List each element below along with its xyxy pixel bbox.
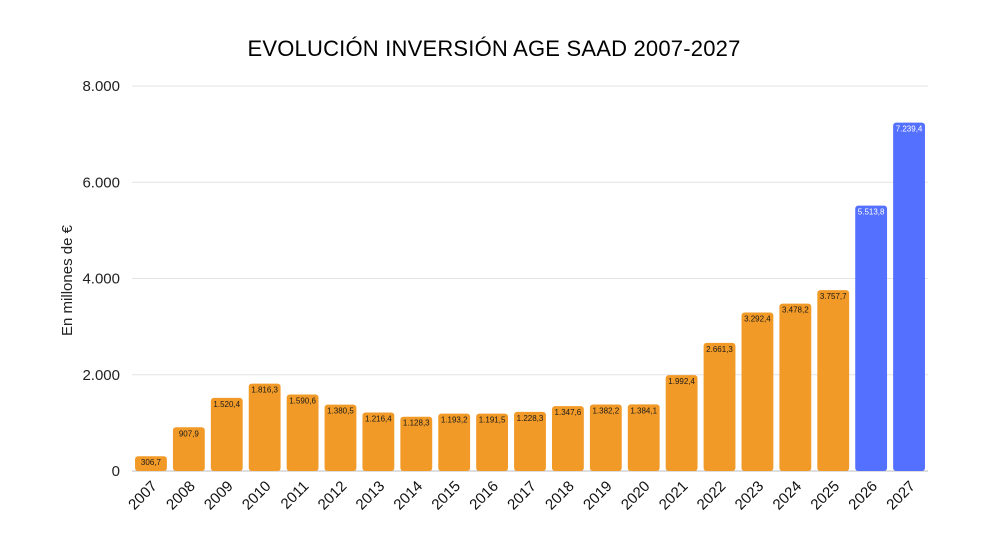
x-tick-label: 2007 [125, 478, 161, 514]
bar-2015 [438, 413, 471, 471]
bar-2024 [779, 303, 812, 471]
data-label-2018: 1.347,6 [555, 408, 582, 417]
bar-2026 [855, 205, 888, 471]
x-tick-label: 2010 [239, 478, 275, 514]
data-label-2008: 907,9 [179, 429, 200, 438]
bar-2007 [135, 456, 167, 471]
x-tick-label: 2020 [618, 478, 654, 514]
data-label-2027: 7.239,4 [896, 125, 923, 134]
x-tick-label: 2018 [542, 478, 578, 514]
data-label-2020: 1.384,1 [630, 406, 657, 415]
x-tick-label: 2025 [807, 478, 843, 514]
x-tick-label: 2023 [732, 478, 768, 514]
bar-2008 [172, 427, 205, 471]
data-label-2012: 1.380,5 [327, 407, 354, 416]
x-tick-label: 2024 [770, 478, 806, 514]
bar-2014 [400, 416, 433, 471]
data-label-2010: 1.816,3 [251, 386, 278, 395]
x-tick-label: 2016 [466, 478, 502, 514]
data-label-2013: 1.216,4 [365, 414, 392, 423]
bar-2017 [514, 411, 546, 471]
bar-2009 [210, 397, 243, 471]
data-label-2016: 1.191,5 [479, 416, 506, 425]
x-tick-label: 2021 [656, 478, 692, 514]
y-tick-label: 4.000 [82, 271, 120, 288]
data-label-2019: 1.382,2 [592, 406, 619, 415]
x-tick-label: 2008 [163, 478, 199, 514]
bar-2018 [551, 406, 584, 471]
chart-title: EVOLUCIÓN INVERSIÓN AGE SAAD 2007-2027 [247, 36, 741, 61]
data-label-2025: 3.757,7 [820, 292, 847, 301]
data-label-2009: 1.520,4 [213, 400, 240, 409]
y-tick-label: 2.000 [82, 367, 120, 384]
data-label-2024: 3.478,2 [782, 306, 809, 315]
x-tick-label: 2027 [883, 478, 919, 514]
x-tick-label: 2022 [694, 478, 730, 514]
bar-2020 [627, 404, 660, 471]
x-tick-label: 2014 [390, 478, 426, 514]
x-tick-label: 2015 [428, 478, 464, 514]
bar-2021 [665, 375, 698, 471]
y-tick-label: 0 [112, 463, 120, 480]
bar-2019 [589, 404, 622, 471]
data-label-2007: 306,7 [141, 458, 162, 467]
x-tick-label: 2013 [353, 478, 389, 514]
bar-2013 [362, 412, 395, 471]
data-label-2026: 5.513,8 [858, 208, 885, 217]
y-axis-label: En millones de € [59, 224, 76, 336]
x-tick-label: 2017 [504, 478, 540, 514]
data-label-2011: 1.590,6 [289, 396, 316, 405]
bar-2027 [893, 122, 925, 471]
bar-2016 [476, 413, 509, 471]
x-tick-label: 2012 [315, 478, 351, 514]
x-tick-label: 2009 [201, 478, 237, 514]
data-label-2022: 2.661,3 [706, 345, 733, 354]
x-tick-label: 2011 [278, 478, 313, 513]
bar-2023 [741, 312, 774, 471]
x-tick-label: 2026 [845, 478, 881, 514]
data-label-2021: 1.992,4 [668, 377, 695, 386]
bar-2011 [286, 394, 319, 471]
bar-2025 [817, 290, 850, 471]
data-label-2015: 1.193,2 [441, 416, 468, 425]
data-label-2023: 3.292,4 [744, 315, 771, 324]
data-label-2017: 1.228,3 [517, 414, 544, 423]
bar-2010 [248, 383, 281, 471]
bar-2022 [703, 342, 736, 471]
y-tick-label: 8.000 [82, 78, 120, 95]
data-label-2014: 1.128,3 [403, 419, 430, 428]
y-tick-label: 6.000 [82, 174, 120, 191]
bar-2012 [324, 404, 357, 471]
x-tick-label: 2019 [580, 478, 616, 514]
